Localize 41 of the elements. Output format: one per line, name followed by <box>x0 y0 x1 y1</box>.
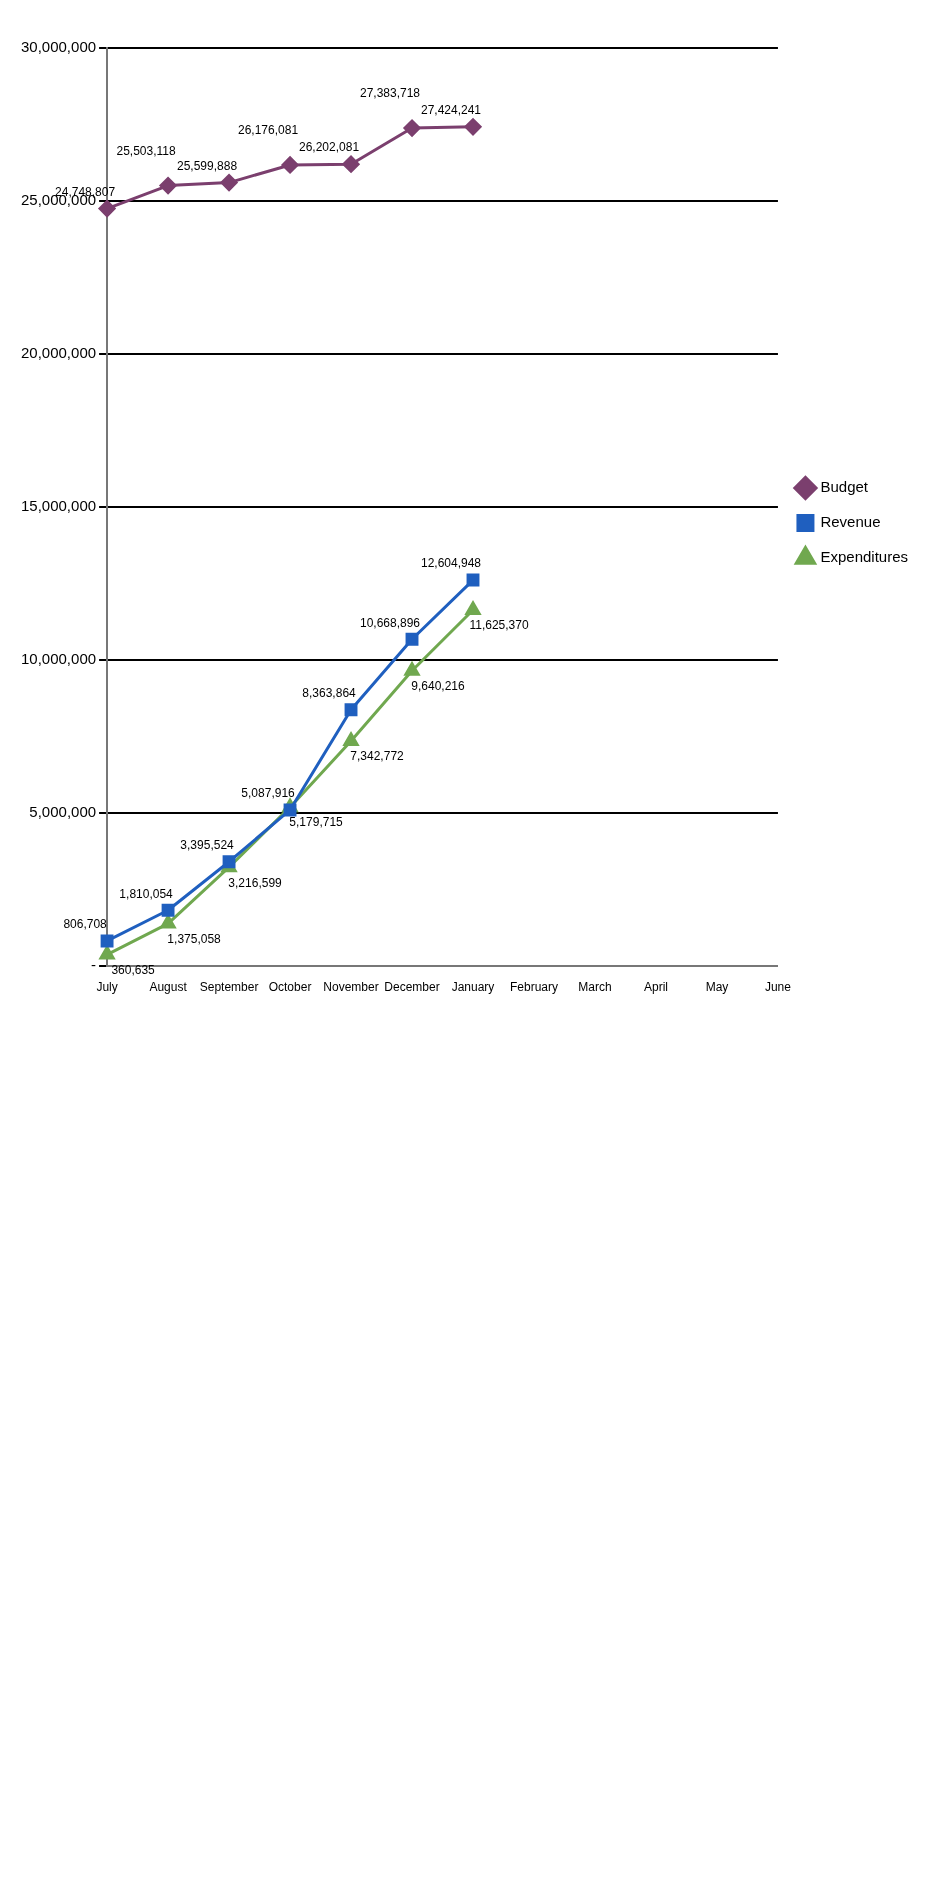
data-label: 1,810,054 <box>119 886 174 901</box>
x-tick-label: May <box>705 980 729 995</box>
data-label: 806,708 <box>63 917 108 932</box>
data-label: 12,604,948 <box>420 556 482 571</box>
data-label: 1,375,058 <box>167 931 222 946</box>
y-tick-label: - <box>91 955 97 973</box>
x-tick-label: August <box>149 980 188 995</box>
data-label: 26,176,081 <box>238 123 299 138</box>
data-label: 5,087,916 <box>241 786 296 801</box>
x-tick-label: September <box>199 980 259 995</box>
data-label: 360,635 <box>111 962 156 977</box>
y-tick-label: 5,000,000 <box>29 802 97 820</box>
x-tick-label: June <box>764 980 792 995</box>
x-tick-label: February <box>509 980 559 995</box>
y-tick-label: 20,000,000 <box>21 344 97 362</box>
x-tick-label: October <box>268 980 312 995</box>
y-tick-label: 15,000,000 <box>21 496 97 514</box>
data-label: 10,668,896 <box>359 615 421 630</box>
data-label: 5,179,715 <box>289 815 344 830</box>
y-tick-label: 30,000,000 <box>21 38 97 56</box>
legend-label: Budget <box>820 478 869 496</box>
legend-label: Revenue <box>820 513 881 531</box>
x-tick-label: November <box>323 980 379 995</box>
data-label: 26,202,081 <box>299 140 360 155</box>
data-label: 27,424,241 <box>420 103 482 118</box>
data-label: 25,599,888 <box>177 158 238 173</box>
x-tick-label: April <box>643 980 668 995</box>
x-tick-label: July <box>96 980 118 995</box>
data-label: 8,363,864 <box>302 686 357 701</box>
x-tick-label: January <box>451 980 495 995</box>
data-label: 27,383,718 <box>359 86 421 101</box>
x-tick-label: March <box>578 980 612 995</box>
legend-label: Expenditures <box>820 548 909 566</box>
data-label: 11,625,370 <box>469 618 529 633</box>
x-tick-label: December <box>384 980 440 995</box>
data-label: 9,640,216 <box>411 679 466 694</box>
data-label: 3,395,524 <box>180 838 235 853</box>
y-tick-label: 10,000,000 <box>21 649 97 667</box>
data-label: 7,342,772 <box>350 749 405 764</box>
data-label: 3,216,599 <box>228 875 283 890</box>
data-label: 25,503,118 <box>116 143 176 158</box>
